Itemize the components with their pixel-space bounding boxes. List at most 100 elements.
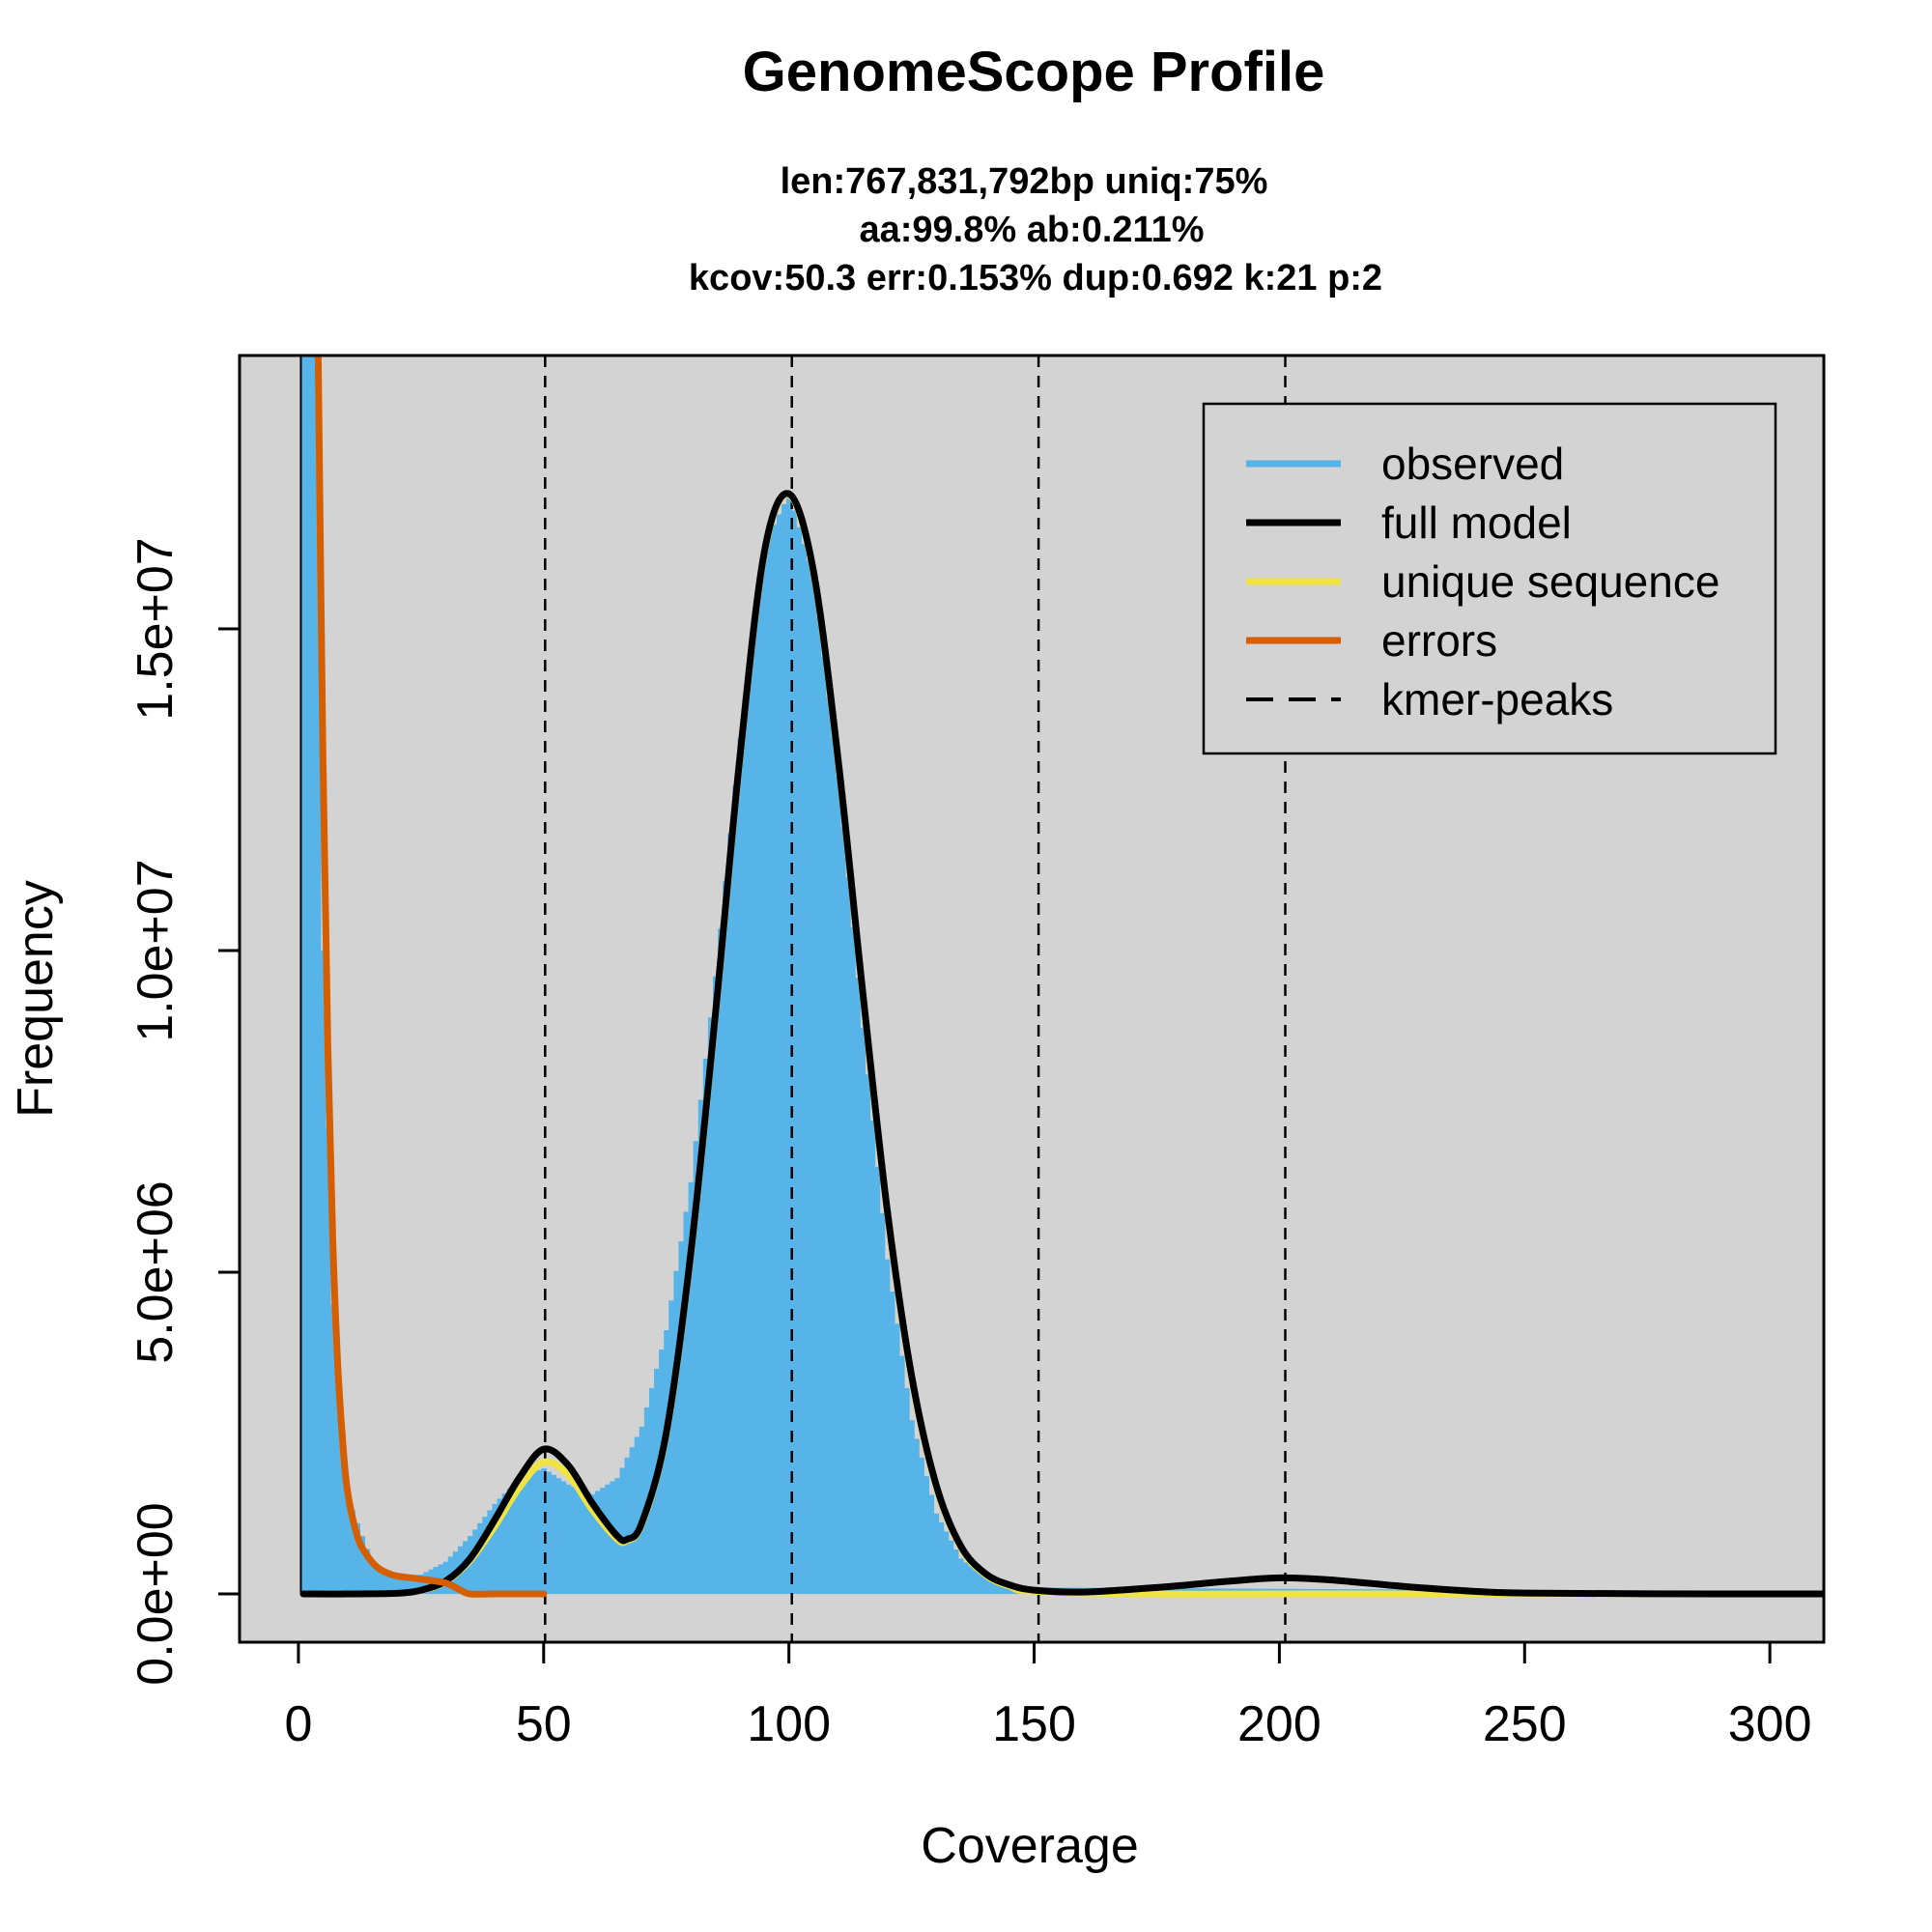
observed-bar — [634, 1436, 640, 1595]
observed-bar — [820, 657, 827, 1595]
observed-bar — [418, 1575, 425, 1595]
y-tick-label: 0.0e+00 — [128, 1502, 184, 1685]
observed-bar — [359, 1536, 366, 1595]
observed-bar — [619, 1467, 626, 1595]
legend-label: full model — [1381, 497, 1572, 548]
y-tick-label: 5.0e+06 — [128, 1180, 184, 1363]
legend-label: unique sequence — [1381, 556, 1719, 607]
legend-label: observed — [1381, 439, 1564, 489]
observed-bar — [673, 1270, 680, 1595]
observed-bar — [909, 1420, 915, 1595]
observed-bar — [889, 1292, 895, 1595]
observed-bar — [605, 1484, 611, 1595]
observed-bar — [329, 1304, 336, 1595]
observed-bar — [967, 1566, 974, 1595]
observed-bar — [845, 877, 851, 1595]
observed-bar — [766, 534, 773, 1595]
y-axis: 0.0e+00 5.0e+06 1.0e+07 1.5e+07 — [128, 537, 242, 1686]
observed-bar — [928, 1494, 935, 1595]
full-model-line — [299, 490, 1824, 1598]
observed-bar — [492, 1503, 498, 1595]
observed-bar — [497, 1498, 503, 1595]
y-tick-label: 1.0e+07 — [128, 859, 184, 1041]
observed-bar — [531, 1472, 537, 1595]
observed-bar — [997, 1580, 1004, 1595]
observed-bar — [555, 1478, 562, 1595]
observed-bar — [315, 468, 322, 1595]
chart-subtitle-line-3: kcov:50.3 err:0.153% dup:0.692 k:21 p:2 — [689, 258, 1382, 298]
observed-bar — [624, 1457, 631, 1595]
observed-bar — [688, 1181, 695, 1595]
observed-bar — [992, 1579, 999, 1595]
observed-bar — [786, 494, 792, 1595]
observed-bar — [903, 1387, 910, 1595]
observed-bar — [933, 1513, 940, 1595]
errors-line — [314, 355, 548, 1598]
observed-bar — [855, 978, 861, 1595]
observed-bar — [590, 1493, 596, 1595]
observed-bar — [742, 699, 749, 1595]
observed-bar — [384, 1570, 390, 1595]
observed-bar — [487, 1510, 494, 1595]
observed-bar — [776, 514, 782, 1595]
observed-bar — [943, 1531, 950, 1595]
observed-bar — [919, 1457, 924, 1595]
observed-bar — [570, 1486, 577, 1595]
observed-bar — [727, 833, 733, 1595]
observed-bar — [894, 1323, 900, 1595]
observed-bar — [320, 951, 327, 1595]
observed-bar — [796, 526, 802, 1595]
observed-bar — [962, 1562, 969, 1595]
observed-bar — [345, 1497, 351, 1595]
observed-bar — [516, 1478, 523, 1595]
observed-bar — [973, 1570, 979, 1595]
observed-bar — [830, 736, 837, 1595]
observed-bar — [305, 355, 312, 1595]
x-tick-label: 100 — [747, 1696, 831, 1752]
observed-bar — [898, 1355, 905, 1595]
legend: observed full model unique sequence errors k… — [1202, 402, 1777, 755]
observed-bar — [697, 1099, 704, 1595]
observed-bar — [668, 1300, 674, 1595]
observed-bar — [310, 355, 317, 1595]
observed-bar — [987, 1578, 993, 1595]
chart-subtitle-line-1: len:767,831,792bp uniq:75% — [781, 161, 1268, 202]
observed-bar — [707, 1017, 714, 1595]
observed-bar — [472, 1529, 478, 1595]
observed-bar — [300, 355, 307, 1595]
y-tick-label: 1.5e+07 — [128, 537, 184, 720]
observed-bar — [404, 1575, 410, 1595]
observed-bar — [869, 1120, 876, 1595]
observed-bar — [923, 1476, 929, 1595]
observed-bar — [399, 1576, 405, 1595]
observed-bar — [629, 1447, 636, 1595]
observed-bar — [575, 1488, 582, 1595]
observed-bar — [526, 1474, 532, 1595]
observed-bar — [506, 1488, 513, 1595]
observed-bar — [551, 1474, 557, 1595]
observed-bar — [835, 777, 841, 1595]
observed-bar — [501, 1493, 508, 1595]
x-tick-label: 150 — [992, 1696, 1076, 1752]
observed-bar — [379, 1567, 385, 1595]
observed-bar — [761, 545, 768, 1595]
x-tick-label: 250 — [1483, 1696, 1567, 1752]
observed-bar — [752, 622, 758, 1595]
observed-bar — [957, 1558, 964, 1595]
observed-bar — [482, 1517, 489, 1595]
legend-label: kmer-peaks — [1381, 674, 1613, 724]
observed-bar — [369, 1561, 376, 1595]
observed-bar — [884, 1259, 891, 1595]
observed-bar — [865, 1073, 871, 1595]
observed-bar — [477, 1522, 483, 1595]
observed-bar — [511, 1483, 518, 1595]
observed-bar — [839, 827, 846, 1595]
observed-bar — [978, 1574, 983, 1595]
observed-bar — [678, 1241, 685, 1595]
observed-bar — [756, 583, 763, 1595]
chart-title: GenomeScope Profile — [743, 41, 1325, 103]
observed-bar — [340, 1433, 346, 1595]
observed-bar — [712, 976, 719, 1595]
observed-bar — [982, 1577, 988, 1595]
